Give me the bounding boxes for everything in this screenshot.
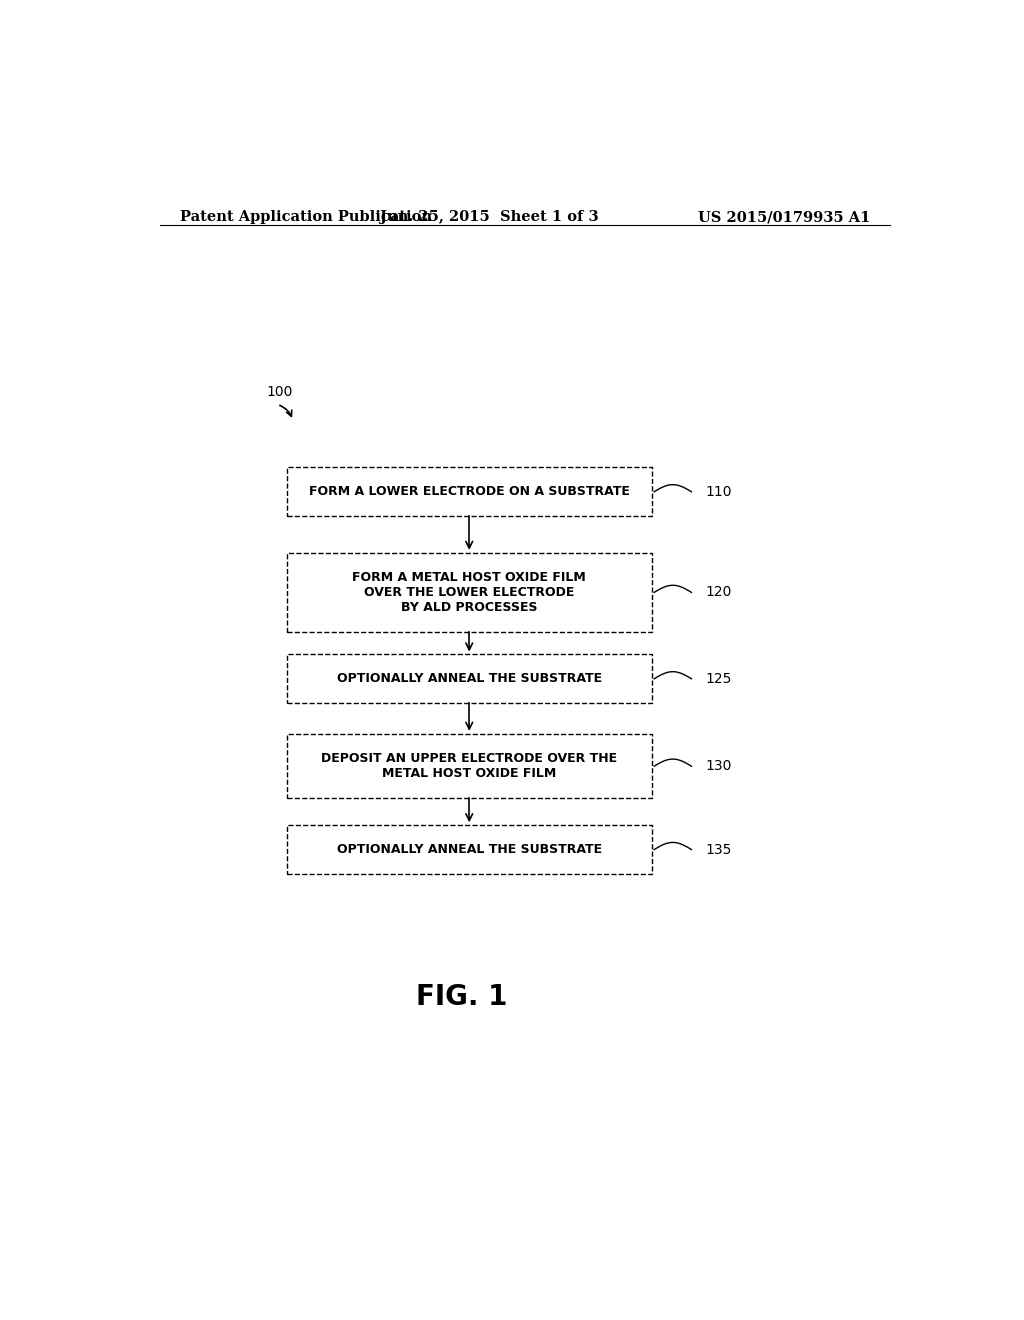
Text: 120: 120 [706,585,732,599]
Text: 100: 100 [267,385,293,399]
Text: Patent Application Publication: Patent Application Publication [179,210,431,224]
Text: DEPOSIT AN UPPER ELECTRODE OVER THE
METAL HOST OXIDE FILM: DEPOSIT AN UPPER ELECTRODE OVER THE META… [322,752,617,780]
FancyBboxPatch shape [287,655,652,704]
Text: Jun. 25, 2015  Sheet 1 of 3: Jun. 25, 2015 Sheet 1 of 3 [380,210,598,224]
Text: US 2015/0179935 A1: US 2015/0179935 A1 [697,210,870,224]
Text: FIG. 1: FIG. 1 [416,983,507,1011]
Text: 125: 125 [706,672,732,686]
Text: FORM A METAL HOST OXIDE FILM
OVER THE LOWER ELECTRODE
BY ALD PROCESSES: FORM A METAL HOST OXIDE FILM OVER THE LO… [352,572,586,614]
FancyBboxPatch shape [287,734,652,799]
FancyBboxPatch shape [287,553,652,632]
Text: 135: 135 [706,842,732,857]
Text: 110: 110 [706,484,732,499]
Text: OPTIONALLY ANNEAL THE SUBSTRATE: OPTIONALLY ANNEAL THE SUBSTRATE [337,843,602,857]
Text: OPTIONALLY ANNEAL THE SUBSTRATE: OPTIONALLY ANNEAL THE SUBSTRATE [337,672,602,685]
Text: 130: 130 [706,759,732,774]
FancyBboxPatch shape [287,825,652,874]
FancyBboxPatch shape [287,467,652,516]
Text: FORM A LOWER ELECTRODE ON A SUBSTRATE: FORM A LOWER ELECTRODE ON A SUBSTRATE [309,486,630,498]
